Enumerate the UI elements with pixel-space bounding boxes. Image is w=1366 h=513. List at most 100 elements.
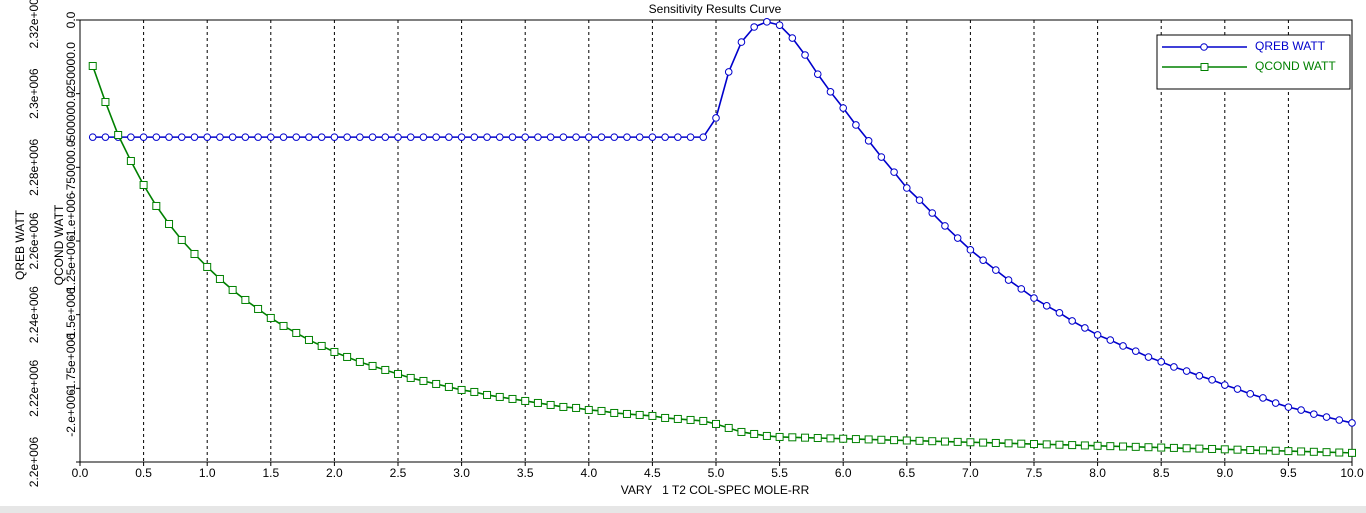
marker	[648, 133, 657, 141]
marker	[1093, 441, 1102, 450]
legend-box	[1156, 34, 1351, 90]
y-tick-label: 2.32e+006	[27, 0, 41, 49]
marker	[686, 133, 695, 141]
x-axis-title: VARY 1 T2 COL-SPEC MOLE-RR	[621, 483, 810, 497]
marker	[852, 121, 860, 129]
marker	[279, 321, 288, 330]
marker	[737, 38, 746, 46]
marker	[686, 415, 695, 424]
marker	[419, 133, 428, 141]
y2-tick-label: -250000.0	[64, 42, 78, 96]
marker	[635, 133, 644, 141]
marker	[139, 180, 148, 189]
marker	[941, 222, 949, 230]
x-tick-label: 4.0	[580, 466, 597, 480]
marker	[317, 341, 326, 350]
x-tick-label: 9.5	[1280, 466, 1297, 480]
marker	[343, 352, 352, 361]
marker	[572, 403, 581, 412]
x-tick-label: 0.5	[135, 466, 152, 480]
marker	[330, 347, 339, 356]
marker	[1157, 443, 1166, 452]
marker	[1004, 439, 1013, 448]
marker	[1220, 445, 1229, 454]
marker	[228, 285, 237, 294]
marker	[1233, 445, 1242, 454]
marker	[483, 133, 491, 141]
marker	[991, 438, 1000, 447]
marker	[572, 133, 580, 141]
marker	[101, 133, 110, 141]
marker	[1170, 363, 1178, 371]
marker	[737, 427, 746, 436]
marker	[661, 413, 670, 422]
marker	[597, 133, 606, 141]
marker	[597, 406, 606, 415]
marker	[635, 410, 644, 419]
marker	[1068, 441, 1077, 450]
y2-tick-label: -1.5e+006	[64, 287, 78, 342]
marker	[1157, 358, 1165, 366]
marker	[1119, 342, 1127, 350]
marker	[674, 133, 682, 141]
marker	[368, 133, 377, 141]
marker	[1195, 372, 1204, 380]
marker	[1068, 317, 1076, 325]
x-tick-label: 6.0	[835, 466, 852, 480]
marker	[165, 133, 173, 141]
marker	[190, 249, 199, 258]
marker	[1322, 448, 1331, 457]
marker	[355, 357, 364, 366]
x-tick-label: 1.0	[199, 466, 216, 480]
x-tick-label: 2.0	[326, 466, 343, 480]
marker	[673, 414, 682, 423]
marker	[241, 133, 250, 141]
marker	[864, 435, 873, 444]
marker	[826, 434, 835, 443]
marker	[877, 153, 886, 161]
marker	[305, 133, 313, 141]
marker	[343, 133, 351, 141]
marker	[406, 373, 415, 382]
marker	[381, 133, 390, 141]
marker	[903, 184, 911, 192]
marker	[330, 133, 339, 141]
marker	[623, 133, 631, 141]
marker	[1284, 403, 1293, 411]
y-tick-label: 2.22e+006	[27, 359, 41, 416]
marker	[1106, 442, 1115, 451]
marker	[444, 382, 453, 391]
marker	[712, 114, 720, 122]
marker	[432, 133, 440, 141]
marker	[190, 133, 199, 141]
marker	[139, 133, 148, 141]
marker	[1042, 302, 1051, 310]
marker	[826, 88, 835, 96]
y2-tick-label: -750000.0	[64, 140, 78, 194]
marker	[1348, 448, 1356, 457]
marker	[584, 405, 593, 414]
x-tick-label: 8.5	[1153, 466, 1170, 480]
marker	[266, 313, 275, 322]
marker	[216, 133, 224, 141]
x-tick-label: 7.5	[1026, 466, 1043, 480]
marker	[992, 266, 1000, 274]
marker	[699, 133, 708, 141]
marker	[661, 133, 669, 141]
marker	[1004, 276, 1013, 284]
marker	[851, 435, 860, 444]
marker	[483, 390, 492, 399]
marker	[203, 262, 212, 271]
marker	[267, 133, 275, 141]
legend-label: QREB WATT	[1255, 39, 1326, 53]
marker	[1081, 324, 1089, 332]
x-tick-label: 3.0	[453, 466, 470, 480]
x-tick-label: 2.5	[390, 466, 407, 480]
marker	[292, 133, 301, 141]
marker	[775, 432, 784, 441]
marker	[750, 429, 759, 438]
marker	[126, 156, 135, 165]
x-tick-label: 5.5	[771, 466, 788, 480]
marker	[114, 130, 123, 139]
x-tick-label: 0.0	[72, 466, 89, 480]
